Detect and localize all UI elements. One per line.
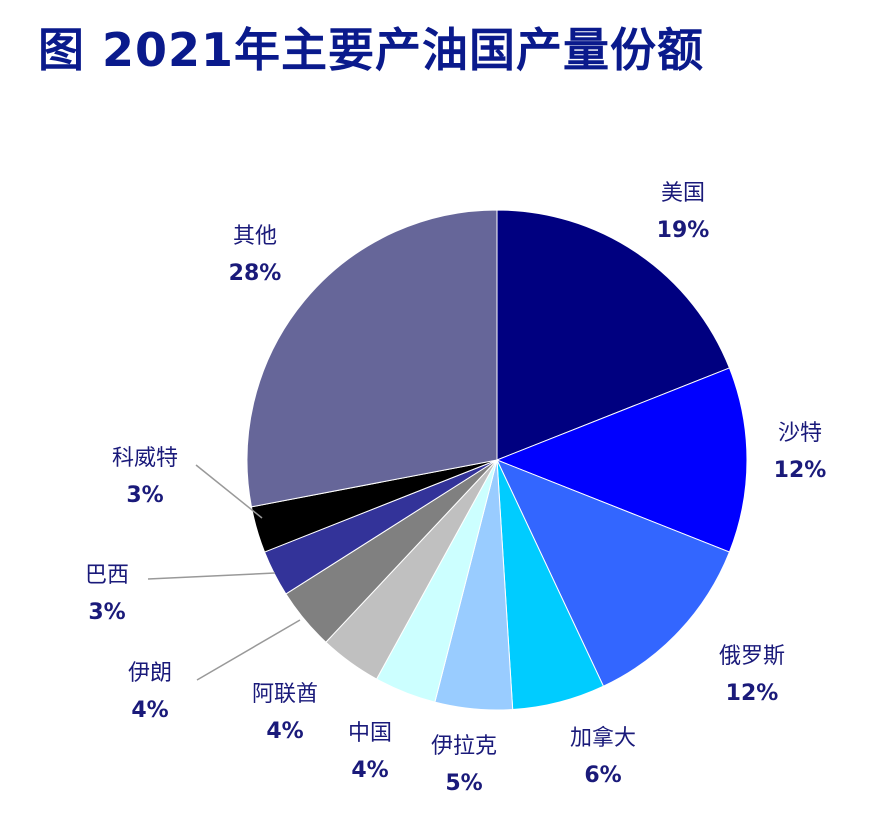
slice-label-name: 巴西	[85, 563, 129, 588]
slice-label-name: 阿联酋	[252, 682, 318, 707]
pie-slice-11	[246, 209, 498, 508]
slice-label-percent: 5%	[445, 771, 482, 796]
slice-label-percent: 6%	[584, 763, 621, 788]
leader-lines	[147, 464, 301, 681]
slice-label-percent: 28%	[229, 261, 282, 286]
slice-label-name: 中国	[348, 721, 392, 746]
chart-title: 图 2021年主要产油国产量份额	[38, 23, 705, 77]
slice-label-name: 伊朗	[128, 661, 172, 686]
leader-line	[195, 464, 263, 519]
slice-label-percent: 12%	[726, 681, 779, 706]
slice-label-percent: 19%	[657, 218, 710, 243]
slice-label-percent: 3%	[126, 483, 163, 508]
slice-label-percent: 12%	[774, 458, 827, 483]
slice-label-percent: 3%	[88, 600, 125, 625]
slice-label-percent: 4%	[351, 758, 388, 783]
leader-line	[147, 572, 276, 580]
leader-line	[196, 619, 301, 681]
slice-label-name: 伊拉克	[431, 734, 497, 759]
slice-labels: 美国 19% 沙特 12% 俄罗斯 12% 加拿大 6% 伊拉克 5% 中国 4% 阿联酋 4% 伊朗 4% 巴…	[85, 181, 826, 796]
slice-label-name: 加拿大	[570, 725, 636, 751]
slice-label-name: 其他	[233, 224, 277, 249]
slice-label-percent: 4%	[266, 719, 303, 744]
slice-label-name: 科威特	[112, 446, 178, 471]
pie-slices	[246, 209, 748, 711]
pie-slice-2	[495, 367, 748, 553]
slice-label-name: 俄罗斯	[719, 644, 785, 669]
slice-label-name: 沙特	[778, 421, 822, 446]
pie-slice-3	[496, 459, 731, 687]
slice-label-percent: 4%	[131, 698, 168, 723]
pie-slice-1	[496, 209, 731, 461]
slice-label-name: 美国	[661, 181, 705, 206]
